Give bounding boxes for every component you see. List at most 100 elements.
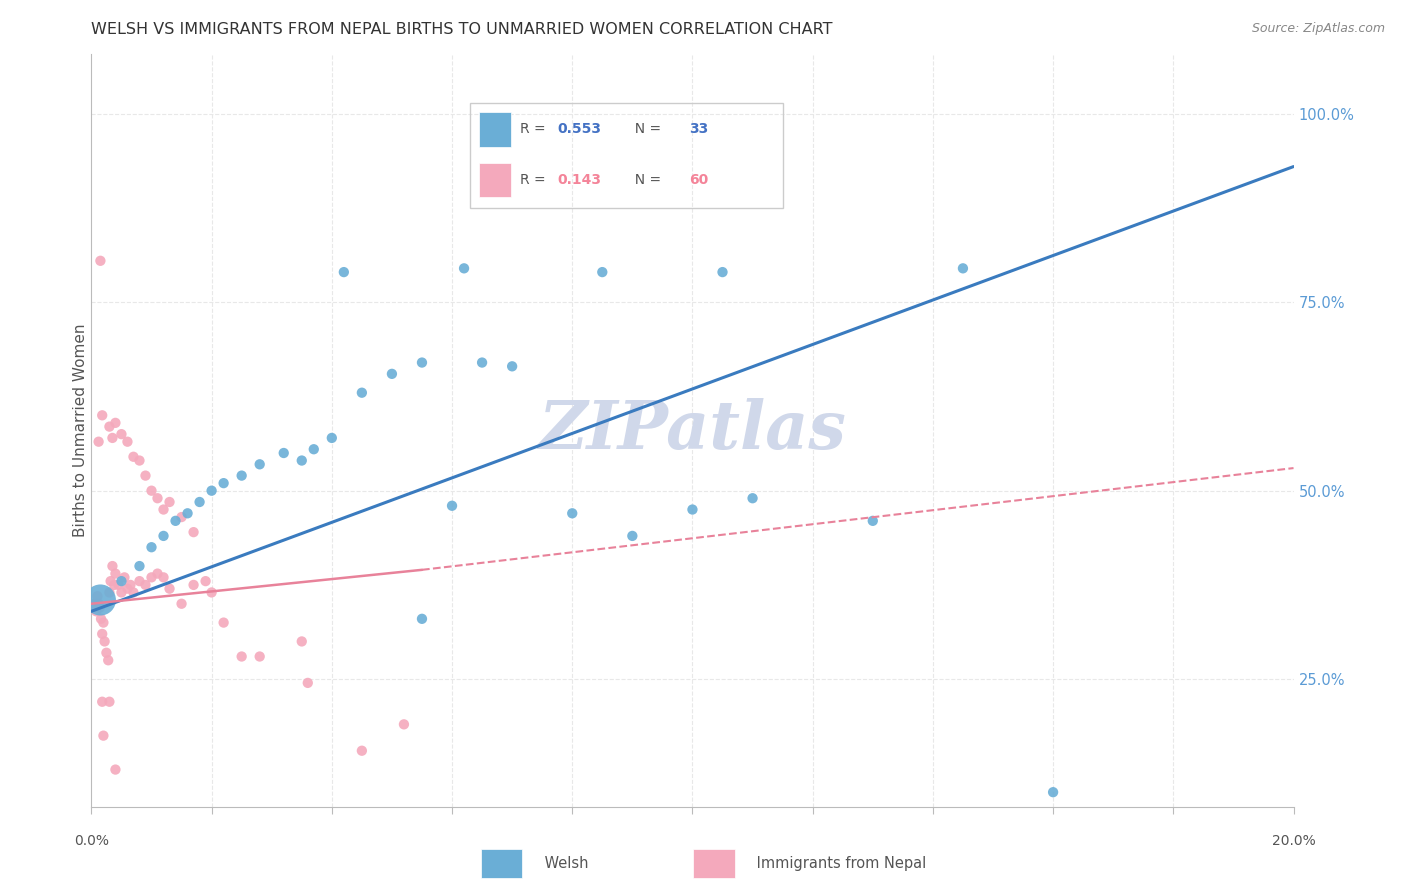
Point — [93, 729, 115, 743]
Point — [291, 634, 314, 648]
Text: ZIPatlas: ZIPatlas — [538, 398, 846, 463]
Point — [681, 502, 703, 516]
Point — [141, 570, 163, 584]
Point — [453, 261, 475, 276]
Point — [97, 653, 120, 667]
Point — [91, 409, 114, 423]
Point — [159, 495, 181, 509]
Point — [170, 597, 193, 611]
Point — [83, 597, 105, 611]
Point — [104, 416, 127, 430]
Point — [249, 649, 271, 664]
Point — [201, 483, 224, 498]
Point — [165, 514, 187, 528]
Point — [122, 450, 145, 464]
Point — [141, 483, 163, 498]
Point — [98, 419, 121, 434]
Point — [110, 427, 132, 442]
Point — [91, 627, 114, 641]
Point — [159, 582, 181, 596]
FancyBboxPatch shape — [693, 849, 735, 878]
Point — [101, 559, 124, 574]
Point — [411, 612, 433, 626]
Point — [249, 458, 271, 472]
Text: 0.0%: 0.0% — [75, 834, 108, 847]
Point — [201, 585, 224, 599]
Point — [91, 695, 114, 709]
Point — [104, 763, 127, 777]
Point — [87, 597, 110, 611]
Point — [591, 265, 613, 279]
Point — [100, 574, 122, 589]
Point — [194, 574, 217, 589]
Point — [141, 540, 163, 554]
Point — [862, 514, 884, 528]
Point — [711, 265, 734, 279]
Point — [297, 676, 319, 690]
Point — [101, 431, 124, 445]
Point — [110, 574, 132, 589]
Point — [103, 578, 125, 592]
Point — [128, 574, 150, 589]
Point — [501, 359, 523, 374]
Point — [128, 453, 150, 467]
Point — [107, 578, 129, 592]
Point — [411, 355, 433, 369]
Point — [441, 499, 464, 513]
Point — [741, 491, 763, 506]
Point — [90, 612, 112, 626]
Point — [134, 578, 156, 592]
Point — [188, 495, 211, 509]
Point — [350, 385, 373, 400]
Point — [183, 525, 205, 540]
Point — [561, 506, 583, 520]
Point — [952, 261, 974, 276]
Point — [87, 434, 110, 449]
Point — [120, 578, 142, 592]
Point — [291, 453, 314, 467]
Point — [170, 510, 193, 524]
Point — [84, 604, 107, 618]
Point — [89, 253, 111, 268]
Point — [117, 582, 139, 596]
Text: Immigrants from Nepal: Immigrants from Nepal — [752, 855, 927, 871]
Point — [134, 468, 156, 483]
Point — [212, 615, 235, 630]
Point — [96, 646, 118, 660]
Point — [122, 585, 145, 599]
Point — [231, 468, 253, 483]
Point — [621, 529, 644, 543]
Point — [89, 600, 111, 615]
Point — [183, 578, 205, 592]
Point — [93, 634, 115, 648]
Point — [321, 431, 343, 445]
Point — [152, 502, 174, 516]
Point — [128, 559, 150, 574]
Point — [231, 649, 253, 664]
Point — [471, 355, 494, 369]
Point — [350, 744, 373, 758]
Point — [98, 695, 121, 709]
Point — [381, 367, 404, 381]
Point — [104, 566, 127, 581]
Point — [93, 615, 115, 630]
Text: 20.0%: 20.0% — [1271, 834, 1316, 847]
Text: WELSH VS IMMIGRANTS FROM NEPAL BIRTHS TO UNMARRIED WOMEN CORRELATION CHART: WELSH VS IMMIGRANTS FROM NEPAL BIRTHS TO… — [91, 22, 832, 37]
Point — [302, 442, 325, 457]
Point — [176, 506, 198, 520]
Point — [86, 589, 108, 603]
Point — [114, 570, 136, 584]
Point — [1042, 785, 1064, 799]
Point — [333, 265, 356, 279]
Point — [212, 476, 235, 491]
Y-axis label: Births to Unmarried Women: Births to Unmarried Women — [73, 324, 87, 537]
Point — [89, 593, 111, 607]
Point — [392, 717, 415, 731]
Point — [273, 446, 295, 460]
Point — [146, 491, 169, 506]
Point — [110, 585, 132, 599]
Text: Welsh: Welsh — [540, 855, 588, 871]
Point — [98, 585, 121, 599]
Point — [152, 529, 174, 543]
FancyBboxPatch shape — [481, 849, 522, 878]
